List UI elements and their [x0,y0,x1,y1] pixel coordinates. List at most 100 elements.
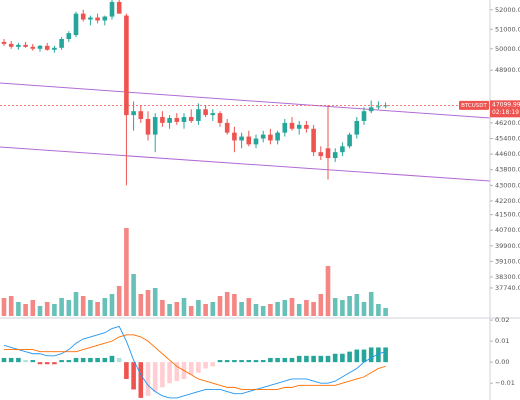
candle-body [246,136,252,145]
candle-body [354,120,360,135]
y-tick-label: 44600.00 [495,150,520,158]
volume-bar [354,294,360,316]
volume-bar [1,298,7,316]
volume-bar [116,286,122,316]
volume-bar [224,292,230,316]
volume-bar [282,300,288,316]
volume-bar [23,304,28,316]
y-tick-label: 43000.00 [495,181,520,189]
plot [0,0,490,399]
volume-bar [59,298,64,316]
histogram-bar [116,357,122,363]
candle-body [304,124,309,129]
volume-bar [232,294,237,316]
histogram-bar [131,362,136,390]
candle-body [59,39,64,48]
histogram-bar [160,362,165,388]
histogram-bar [268,357,273,363]
candle-body [268,134,273,141]
volume-bar [311,302,316,316]
candle-body [340,146,345,153]
histogram-bar [124,362,129,379]
candle-body [37,45,43,49]
trend-line [0,146,491,182]
candle-body [88,17,93,20]
volume-bar [73,292,79,316]
histogram-bar [80,357,86,363]
candle-body [347,134,352,147]
histogram-bar [138,362,144,398]
volume-bar [253,304,259,316]
histogram-bar [340,353,345,363]
volume-bar [332,298,338,316]
histogram-bar [224,360,230,363]
histogram-bar [325,355,331,363]
candle-body [30,46,36,49]
macd-line [3,325,386,399]
y-tick-label: 37740.00 [495,284,520,292]
candle-body [224,122,230,133]
candle-body [152,117,158,135]
candle-body [1,41,7,44]
candle-body [145,119,151,135]
histogram-bar [109,355,115,363]
candle-body [66,33,72,40]
volume-bar [37,306,43,316]
histogram-bar [66,360,72,363]
volume-bar [30,300,36,316]
histogram-bar [102,357,108,363]
volume-bar [383,308,388,316]
y-tick-label: 50000.00 [495,45,520,53]
trend-line [0,82,491,119]
candle-body [73,13,79,36]
volume-bar [325,266,331,316]
candle-body [318,152,324,157]
histogram-bar [44,362,50,365]
histogram-bar [174,362,180,382]
y-tick-label: 43800.00 [495,166,520,174]
histogram-bar [383,347,388,363]
candle-body [361,111,367,121]
y-tick-label: 0.01 [495,337,509,345]
histogram-bar [30,360,36,363]
y-tick-label: −0.01 [495,379,515,387]
candle-body [368,107,374,112]
volume-bar [181,298,187,316]
volume-bar [188,306,194,316]
y-tick-label: 39900.00 [495,242,520,250]
volume-bar [124,228,129,316]
candle-body [325,148,331,159]
histogram-bar [88,357,93,363]
volume-bar [95,302,100,316]
y-tick-label: 46200.00 [495,119,520,127]
volume-bar [260,306,266,316]
histogram-bar [376,347,381,363]
volume-bar [66,300,72,316]
candle-body [102,16,108,21]
volume-bar [138,294,144,316]
histogram-bar [289,357,295,363]
histogram-bar [188,362,194,375]
candle-body [23,44,28,47]
y-tick-label: 39100.00 [495,257,520,265]
histogram-bar [275,357,280,363]
candle-body [282,122,288,133]
histogram-bar [8,357,14,363]
candle-body [311,128,316,153]
volume-bar [52,304,57,316]
candle-body [8,43,14,47]
y-tick-label: 0.02 [495,316,509,324]
histogram-bar [332,353,338,363]
histogram-bar [253,360,259,363]
last-price-label: 47099.99 [492,101,520,108]
volume-bar [210,302,216,316]
candle-body [296,124,302,129]
candle-body [160,117,165,123]
histogram-bar [368,347,374,363]
candle-body [52,47,57,50]
candle-body [232,132,237,141]
candle-body [275,132,280,141]
candle-body [260,134,266,139]
candle-body [16,44,21,47]
y-tick-label: 0.00 [495,358,509,366]
